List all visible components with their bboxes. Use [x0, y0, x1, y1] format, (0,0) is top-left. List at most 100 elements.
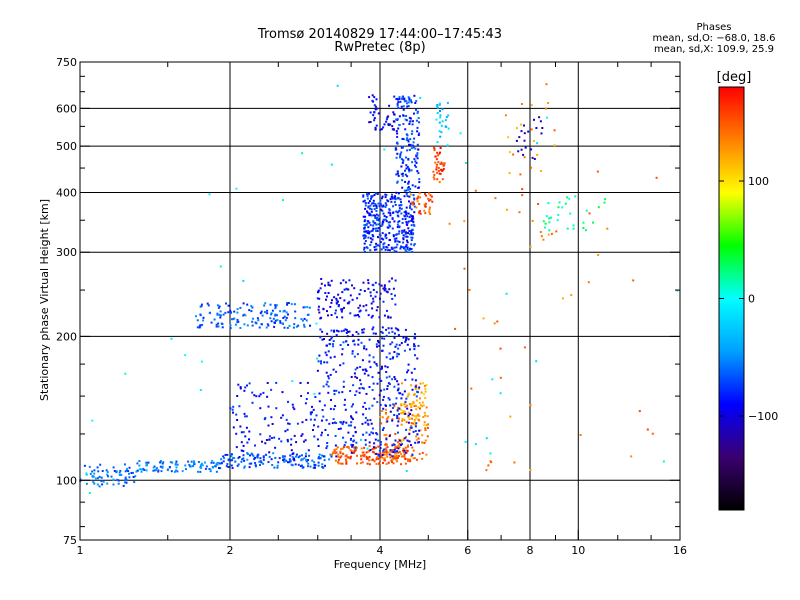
data-point: [374, 203, 377, 205]
data-point: [229, 324, 232, 327]
data-point: [382, 221, 385, 223]
data-point: [363, 345, 366, 348]
data-point: [330, 399, 332, 401]
data-point: [259, 407, 262, 410]
data-point: [419, 210, 421, 213]
data-point: [397, 420, 400, 423]
data-point: [404, 412, 407, 415]
data-point: [391, 125, 394, 128]
data-point: [474, 189, 477, 192]
data-point: [347, 456, 350, 459]
data-point: [414, 425, 417, 428]
data-point: [370, 210, 373, 213]
data-point: [377, 439, 380, 442]
data-point: [361, 359, 364, 362]
data-point: [406, 215, 409, 218]
data-point: [413, 112, 415, 115]
data-point: [363, 237, 365, 240]
data-point: [407, 188, 410, 191]
data-point: [139, 468, 142, 471]
data-point: [373, 460, 376, 463]
data-point: [388, 221, 391, 224]
data-point: [352, 384, 355, 387]
data-point: [410, 404, 413, 407]
data-point: [407, 96, 410, 99]
data-point: [378, 462, 381, 465]
data-point: [402, 451, 405, 453]
data-point: [293, 408, 296, 411]
data-point: [356, 353, 359, 356]
data-point: [416, 200, 419, 203]
data-point: [447, 114, 450, 117]
data-point: [280, 416, 283, 419]
data-point: [365, 451, 368, 454]
data-point: [127, 470, 130, 472]
data-point: [395, 457, 398, 460]
data-point: [569, 212, 572, 215]
data-point: [301, 433, 304, 436]
data-point: [396, 389, 399, 392]
data-point: [424, 428, 427, 431]
data-point: [195, 315, 197, 318]
data-point: [92, 480, 95, 483]
data-point: [305, 452, 308, 455]
data-point: [349, 455, 352, 458]
data-point: [291, 455, 294, 458]
data-point: [224, 453, 227, 456]
data-point: [372, 114, 375, 117]
data-point: [371, 458, 374, 461]
data-point: [404, 446, 407, 449]
data-point: [391, 444, 394, 447]
data-point: [243, 313, 246, 316]
data-point: [270, 320, 273, 323]
data-point: [523, 124, 525, 127]
data-point: [383, 434, 386, 437]
chart-subtitle: RwPretec (8p): [334, 40, 426, 55]
data-point: [236, 308, 239, 311]
data-point: [106, 471, 109, 473]
data-point: [414, 102, 417, 104]
data-point: [143, 469, 146, 471]
data-point: [301, 454, 303, 457]
data-point: [227, 311, 230, 314]
data-point: [404, 437, 407, 440]
data-point: [349, 312, 352, 315]
data-point: [384, 235, 387, 238]
data-point: [564, 202, 567, 205]
data-point: [370, 197, 372, 200]
data-point: [384, 443, 387, 446]
data-point: [360, 447, 363, 450]
data-point: [218, 305, 221, 308]
data-point: [235, 413, 238, 416]
data-point: [425, 424, 428, 427]
data-point: [383, 314, 386, 317]
data-point: [297, 324, 300, 327]
data-point: [441, 120, 444, 123]
data-point: [438, 152, 441, 155]
data-point: [415, 438, 418, 441]
data-point: [419, 429, 422, 432]
data-point: [435, 118, 438, 121]
data-point: [242, 279, 245, 282]
data-point: [232, 411, 234, 414]
data-point: [359, 309, 362, 312]
data-point: [276, 319, 279, 322]
data-point: [391, 248, 394, 250]
data-point: [232, 405, 235, 408]
data-point: [367, 287, 370, 290]
data-point: [411, 378, 414, 381]
data-point: [374, 214, 377, 217]
data-point: [412, 220, 415, 223]
data-point: [387, 124, 390, 127]
data-point: [321, 330, 324, 333]
data-point: [410, 101, 413, 104]
data-point: [375, 205, 378, 208]
data-point: [339, 462, 342, 465]
data-point: [336, 316, 338, 319]
data-point: [345, 287, 348, 290]
data-point: [396, 180, 399, 183]
data-point: [331, 336, 334, 338]
data-point: [378, 455, 381, 458]
data-point: [585, 229, 587, 232]
